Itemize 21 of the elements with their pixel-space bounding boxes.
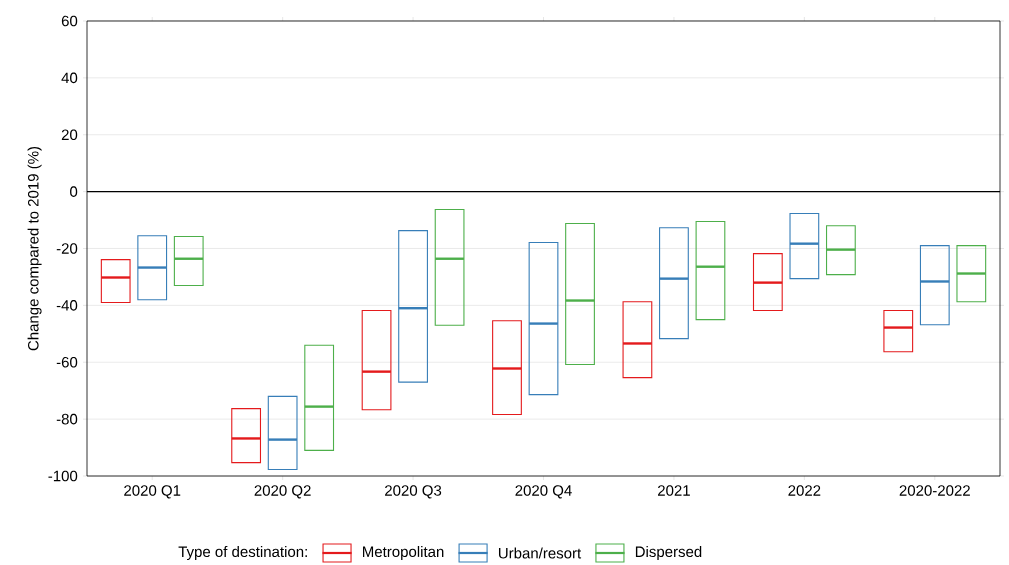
y-tick-label: -60 xyxy=(56,356,78,368)
y-tick-label: 20 xyxy=(61,129,78,141)
y-tick-label: -100 xyxy=(48,470,78,482)
y-tick-label: -20 xyxy=(56,243,78,254)
y-tick-label: -40 xyxy=(56,300,78,311)
x-tick-label: 2020 Q2 xyxy=(254,485,311,499)
x-tick-label: 2021 xyxy=(658,485,690,496)
x-tick-label: 2020 Q3 xyxy=(385,485,442,499)
legend-label: Urban/resort xyxy=(498,547,582,559)
y-tick-label: 60 xyxy=(61,15,78,27)
x-tick-label: 2020-2022 xyxy=(899,485,970,496)
x-tick-label: 2022 xyxy=(788,485,821,496)
legend-label: Metropolitan xyxy=(363,546,444,560)
y-axis-title: Change compared to 2019 (%) xyxy=(27,146,42,351)
y-tick-label: -80 xyxy=(56,413,78,425)
legend-title: Type of destination: xyxy=(178,546,307,560)
x-tick-label: 2020 Q4 xyxy=(515,485,572,499)
y-tick-label: 40 xyxy=(61,72,78,84)
legend-label: Dispersed xyxy=(635,546,702,560)
x-tick-label: 2020 Q1 xyxy=(124,485,181,499)
y-tick-label: 0 xyxy=(70,186,78,197)
